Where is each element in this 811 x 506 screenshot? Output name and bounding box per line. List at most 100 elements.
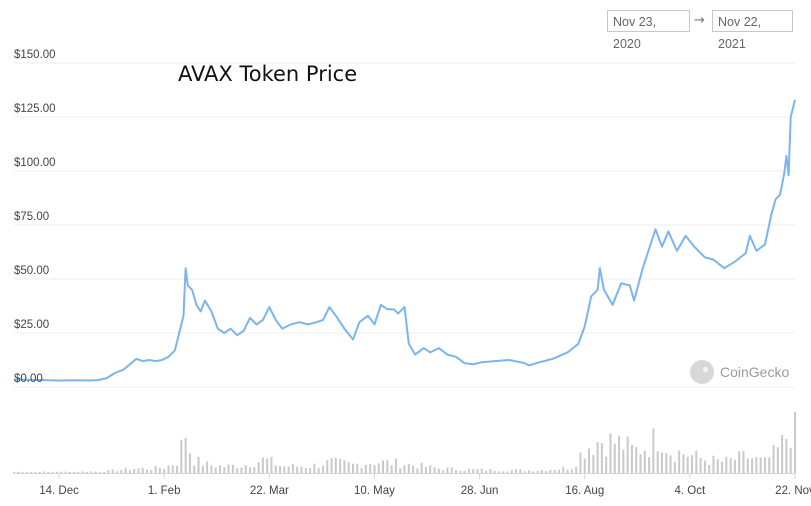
volume-bar [223,467,226,473]
volume-bar [407,463,410,473]
volume-bar [678,450,681,473]
volume-bar [502,471,505,473]
volume-bar [339,458,342,473]
volume-bar [695,450,698,473]
volume-bar [283,466,286,473]
volume-bar [703,460,706,473]
volume-bar [708,464,711,473]
volume-bar [257,462,260,473]
volume-bar [279,465,282,473]
volume-bar [725,456,728,473]
volume-bar [68,472,71,473]
volume-bar [545,471,548,473]
y-tick-label: $100.00 [14,157,56,169]
volume-bar [81,471,84,473]
volume-bar [609,433,612,473]
volume-bar [450,467,453,473]
volume-bar [618,435,621,473]
volume-bar [240,467,243,473]
volume-bar [622,449,625,473]
volume-bar [570,469,573,473]
volume-bar [364,464,367,473]
volume-bar [30,471,33,473]
volume-bar [691,455,694,473]
volume-bar [532,471,535,473]
date-from-input[interactable]: Nov 23, 2020 [607,10,690,51]
volume-bar [510,470,513,473]
volume-bar [781,435,784,473]
x-tick-label: 1. Feb [148,485,181,497]
volume-bar [789,447,792,473]
x-tick-label: 14. Dec [39,485,79,497]
volume-bar [317,467,320,473]
volume-bar [467,468,470,473]
volume-bar [330,458,333,473]
volume-bar [463,470,466,473]
volume-bar [146,469,149,473]
volume-bar [472,469,475,473]
volume-bar [120,469,123,473]
date-to-input[interactable]: Nov 22, 2021 [712,10,793,51]
volume-bar [163,468,166,473]
volume-bar [249,467,252,473]
volume-bar [394,458,397,473]
volume-bar [38,472,41,473]
volume-bar [605,456,608,473]
volume-bar [515,469,518,473]
volume-bar [519,469,522,473]
y-tick-label: $150.00 [14,49,56,61]
volume-bar [729,458,732,473]
y-tick-label: $75.00 [14,211,49,223]
volume-bar [321,465,324,473]
volume-bar [180,439,183,473]
volume-bar [227,464,230,473]
volume-bar [596,441,599,473]
volume-bar [300,466,303,473]
volume-bar [274,465,277,473]
x-tick-label: 4. Oct [675,485,706,497]
volume-bar [643,450,646,473]
volume-bar [167,465,170,473]
volume-bar [154,465,157,473]
volume-bar [459,471,462,473]
watermark-label: CoinGecko [720,364,790,380]
volume-bar [261,457,264,473]
volume-bar [755,456,758,473]
x-tick-label: 10. May [354,485,395,497]
volume-bar [763,457,766,473]
volume-bar [133,468,136,473]
volume-bar [733,459,736,473]
volume-bar [540,469,543,473]
volume-bar [150,469,153,473]
volume-bar [201,465,204,473]
volume-bar [669,455,672,473]
volume-bar [433,467,436,473]
volume-bar [34,471,37,473]
volume-bar [218,465,221,473]
volume-bar [746,458,749,473]
volume-bar [699,458,702,473]
volume-bar [25,472,28,473]
volume-bar [403,465,406,473]
y-tick-label: $125.00 [14,103,56,115]
volume-bar [236,468,239,473]
volume-bar [600,443,603,473]
volume-bar [630,444,633,473]
volume-bar [712,455,715,473]
volume-bar [751,458,754,473]
volume-bar [107,470,110,473]
volume-bar [442,470,445,473]
volume-bar [686,456,689,473]
volume-bar [326,460,329,473]
volume-bar [553,469,556,473]
volume-bar [485,470,488,473]
volume-bar [141,467,144,473]
y-tick-label: $0.00 [14,373,43,385]
volume-bar [94,471,97,473]
volume-bar [420,462,423,473]
volume-bar [304,467,307,473]
volume-bar [369,464,372,473]
volume-bar [176,465,179,473]
volume-bar [626,436,629,473]
